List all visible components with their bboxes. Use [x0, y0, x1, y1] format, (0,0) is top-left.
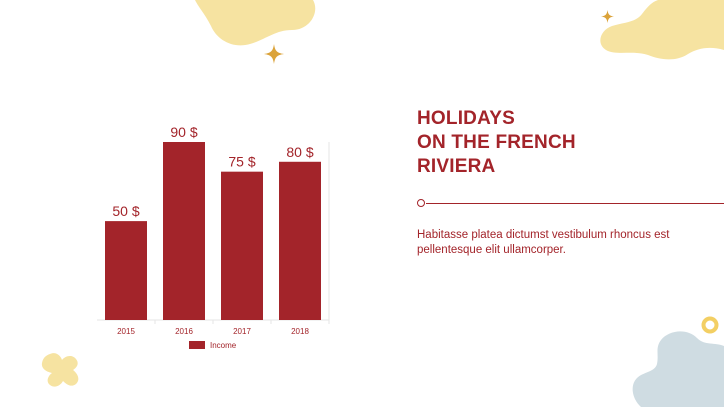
- title-line-2: ON THE FRENCH: [417, 132, 576, 153]
- yellow-blob-top-right: [600, 0, 724, 60]
- small-sparkle-icon: [601, 10, 614, 23]
- chart-canvas: 50 $ 2015 90 $ 2016 75 $ 2017 80 $ 2018 Income: [97, 124, 330, 350]
- x-tick-label-2018: 2018: [291, 327, 309, 336]
- bar-2018: [279, 161, 321, 320]
- bar-2016: [163, 142, 205, 320]
- yellow-flower-shape: [41, 353, 79, 387]
- legend-swatch: [189, 341, 205, 349]
- blue-blob-bottom-right: [632, 331, 724, 407]
- yellow-blob-top: [195, 0, 316, 46]
- data-label-2015: 50 $: [112, 203, 139, 219]
- bar-2017: [221, 171, 263, 320]
- x-tick-label-2016: 2016: [175, 327, 193, 336]
- data-label-2017: 75 $: [228, 154, 255, 170]
- divider-line: [426, 202, 724, 204]
- income-bar-chart: 50 $ 2015 90 $ 2016 75 $ 2017 80 $ 2018 Income: [90, 115, 340, 365]
- data-label-2018: 80 $: [286, 144, 313, 160]
- sparkle-icon: [264, 44, 284, 64]
- bar-2015: [105, 221, 147, 320]
- title-line-3: RIVIERA: [417, 156, 496, 177]
- title-block: HOLIDAYS ON THE FRENCH RIVIERA: [417, 107, 707, 179]
- ring-icon: [701, 316, 719, 334]
- title-line-1: HOLIDAYS: [417, 108, 516, 129]
- body-text: Habitasse platea dictumst vestibulum rho…: [417, 229, 670, 256]
- title-divider: [417, 198, 724, 208]
- x-tick-label-2015: 2015: [117, 327, 135, 336]
- legend-label: Income: [210, 341, 237, 350]
- data-label-2016: 90 $: [170, 124, 197, 140]
- x-tick-label-2017: 2017: [233, 327, 251, 336]
- divider-dot: [417, 199, 425, 207]
